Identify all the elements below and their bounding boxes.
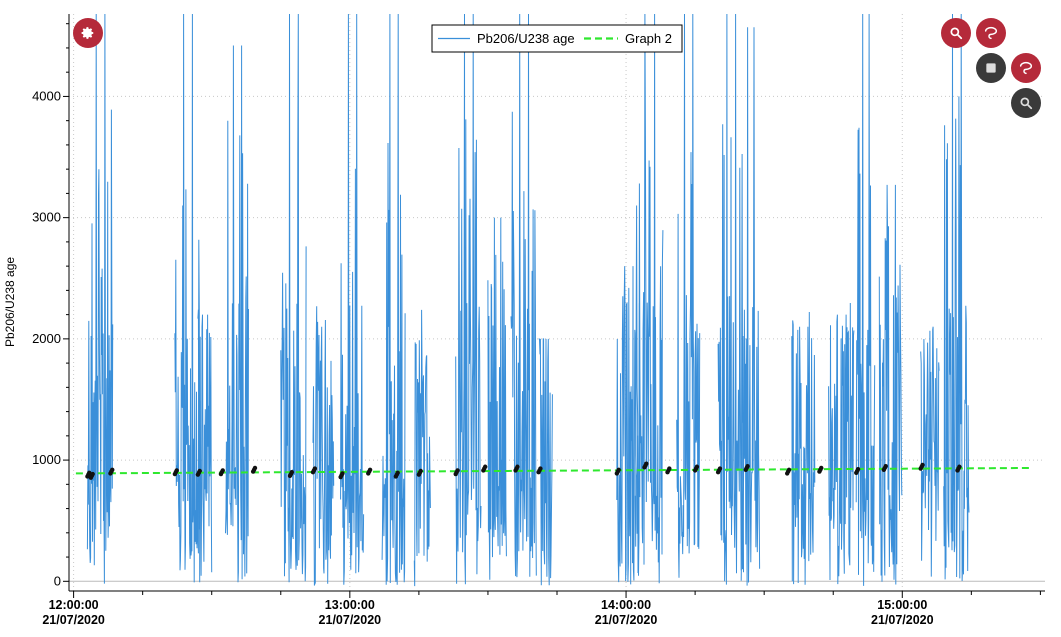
signal-burst [943, 14, 970, 582]
marker-point [289, 470, 295, 475]
marker-point [197, 468, 202, 474]
selection-markers [85, 461, 962, 480]
signal-burst [878, 184, 903, 585]
x-tick-label-time: 12:00:00 [49, 598, 99, 612]
magnifier-icon [950, 27, 963, 40]
legend: Pb206/U238 age Graph 2 [431, 24, 683, 53]
x-tick-label-time: 13:00:00 [325, 598, 375, 612]
marker-point [174, 468, 179, 473]
signal-burst [413, 309, 431, 587]
signal-burst [538, 338, 553, 586]
marker-point [920, 462, 925, 468]
signal-burst [855, 14, 876, 586]
signal-burst [740, 27, 761, 586]
marker-point [745, 463, 750, 469]
marker-point [515, 464, 520, 469]
x-tick-label-time: 14:00:00 [601, 598, 651, 612]
signal-burst [634, 14, 664, 584]
marker-point [616, 467, 621, 472]
marker-point [644, 461, 649, 466]
marker-point [667, 466, 672, 471]
marker-point [252, 465, 258, 471]
marker-point [220, 468, 225, 473]
stop-button[interactable] [976, 53, 1006, 83]
signal-burst [717, 14, 744, 585]
y-tick-label: 4000 [32, 88, 61, 103]
lasso-select-button[interactable] [976, 18, 1006, 48]
signal-burst [280, 14, 307, 583]
stop-icon [986, 63, 996, 73]
y-tick-label: 3000 [32, 210, 61, 225]
signal-burst [920, 326, 940, 577]
legend-box [431, 24, 683, 53]
marker-point [367, 467, 373, 472]
marker-point [110, 467, 115, 472]
x-tick-label-date: 21/07/2020 [595, 613, 658, 627]
fit-line [75, 466, 1032, 475]
x-tick-label-time: 15:00:00 [877, 598, 927, 612]
zoom-button[interactable] [941, 18, 971, 48]
signal-burst [381, 14, 406, 585]
marker-point [538, 466, 543, 471]
marker-point [87, 470, 92, 476]
signal-burst [676, 14, 701, 578]
marker-point [717, 466, 723, 471]
lasso-icon [1019, 61, 1033, 75]
series-graph-2 [75, 466, 1032, 475]
legend-label-pb206: Pb206/U238 age [477, 31, 575, 46]
settings-button[interactable] [73, 18, 103, 48]
signal-burst [791, 311, 816, 585]
y-axis-label: Pb206/U238 age [3, 257, 17, 347]
lasso-icon [984, 26, 998, 40]
gear-icon [81, 27, 94, 39]
marker-point [883, 463, 888, 469]
signal-burst [487, 217, 507, 580]
marker-point [855, 466, 861, 472]
signal-burst [225, 45, 249, 583]
legend-label-graph2: Graph 2 [625, 31, 672, 46]
signal-burst [828, 302, 855, 585]
axes: 0100020003000400012:00:0021/07/202013:00… [32, 14, 1045, 627]
series-pb206-u238-age [86, 14, 970, 587]
signal-burst [86, 14, 114, 584]
marker-point [694, 464, 700, 469]
y-tick-label: 0 [54, 573, 61, 588]
signal-burst [174, 14, 201, 583]
marker-point [418, 468, 423, 474]
zoom-button-2[interactable] [1011, 88, 1041, 118]
marker-point [819, 465, 824, 471]
signal-burst [510, 14, 537, 578]
signal-burst [197, 309, 213, 576]
signal-burst [340, 14, 365, 585]
marker-point [455, 468, 460, 473]
y-tick-label: 2000 [32, 331, 61, 346]
signal-burst [312, 306, 335, 586]
x-tick-label-date: 21/07/2020 [319, 613, 382, 627]
x-tick-label-date: 21/07/2020 [871, 613, 934, 627]
marker-point [957, 464, 962, 469]
marker-point [90, 471, 95, 477]
signal-burst [455, 14, 482, 585]
marker-point [482, 464, 488, 469]
marker-point [395, 470, 400, 476]
marker-point [786, 467, 792, 472]
y-tick-label: 1000 [32, 452, 61, 467]
x-tick-label-date: 21/07/2020 [42, 613, 105, 627]
magnifier-icon [1020, 97, 1033, 110]
marker-point [340, 471, 345, 476]
marker-point [312, 466, 318, 471]
lasso-select-button-2[interactable] [1011, 53, 1041, 83]
